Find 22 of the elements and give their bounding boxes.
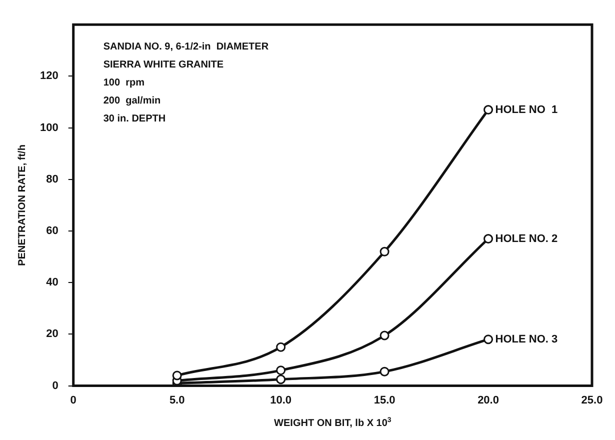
x-tick-label: 10.0 (270, 394, 292, 406)
annotation: SANDIA NO. 9, 6-1/2-in DIAMETER (103, 41, 270, 52)
y-tick-label: 60 (46, 225, 58, 238)
y-tick-label: 40 (46, 276, 58, 289)
x-tick-label: 15.0 (374, 394, 396, 406)
annotation: 30 in. DEPTH (103, 113, 166, 124)
series-label: HOLE NO. 2 (495, 232, 558, 245)
annotation: 200 gal/min (103, 95, 161, 106)
y-tick-label: 0 (52, 380, 58, 392)
series-label: HOLE NO 1 (495, 104, 558, 116)
y-tick-label: 20 (46, 328, 58, 340)
annotation: SIERRA WHITE GRANITE (103, 59, 224, 70)
y-axis-title: PENETRATION RATE, ft/h (16, 144, 28, 266)
x-tick-label: 0 (70, 394, 76, 406)
x-tick-label: 20.0 (478, 394, 499, 406)
annotation: 100 rpm (103, 77, 145, 88)
y-tick-label: 100 (40, 122, 58, 134)
x-tick-label: 25.0 (581, 394, 603, 406)
y-tick-label: 120 (40, 70, 58, 82)
x-tick-label: 5.0 (169, 394, 185, 406)
series-label: HOLE NO. 3 (495, 333, 558, 346)
y-tick-label: 80 (46, 173, 58, 186)
